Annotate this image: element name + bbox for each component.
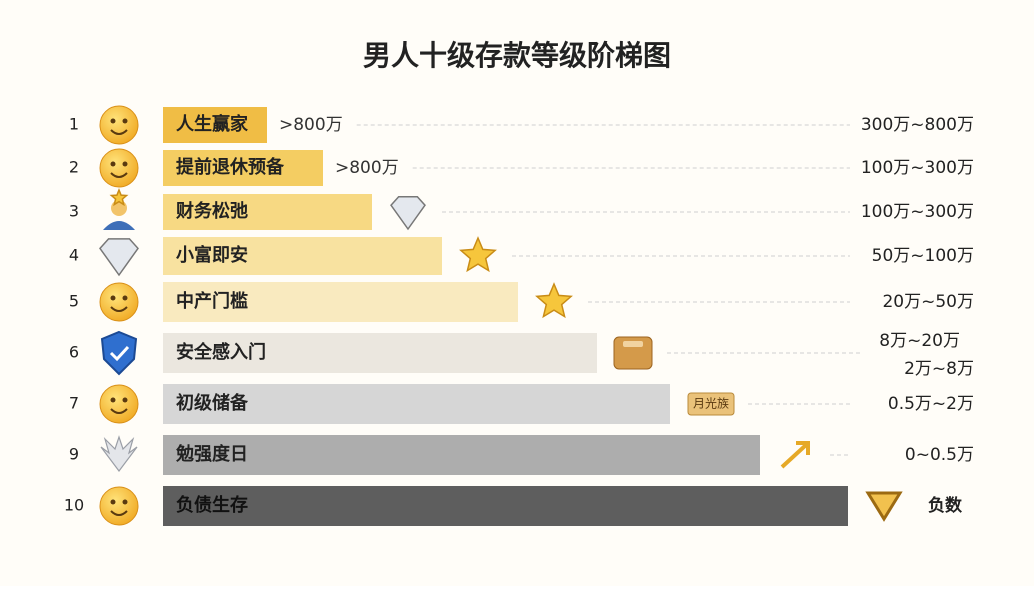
range: 8万~20万 [879,331,960,351]
rank: 7 [69,394,79,413]
title: 男人十级存款等级阶梯图 [363,39,671,72]
eye [110,161,116,167]
emoji-face [99,282,139,322]
level-bar [163,333,597,373]
range: 100万~300万 [861,158,974,178]
range: 0~0.5万 [905,445,974,465]
level-label: 中产门槛 [176,290,248,312]
ladder-row: 1 人生赢家 >800万 300万~800万 [69,105,974,145]
mouth [110,510,128,516]
range: 50万~100万 [872,246,974,266]
down-triangle [865,491,903,522]
eye [110,295,116,301]
mouth [110,306,128,312]
level-label: 初级储备 [176,392,249,414]
emoji-face [99,148,139,188]
rank: 9 [69,445,79,464]
eye [122,499,128,505]
eye [122,295,128,301]
level-label: 勉强度日 [175,443,248,465]
ladder-row: 7 初级储备 月光族 0.5万~2万 [69,384,974,424]
eye [122,397,128,403]
rank: 6 [69,343,79,362]
diamond-icon [390,195,426,231]
note: >800万 [335,158,399,178]
rank: 2 [69,158,79,177]
rank: 1 [69,115,79,134]
star-icon [109,188,129,207]
ladder-row: 5 中产门槛 20万~50万 [69,282,974,322]
emoji-face [99,105,139,145]
rank: 4 [69,246,79,265]
arrow-icon [780,441,810,469]
wings-icon [100,435,138,472]
eye [122,161,128,167]
rank: 3 [69,202,79,221]
mouth [110,172,128,178]
ladder-row: 6 安全感入门 8万~20万 2万~8万 [69,330,974,379]
range: 0.5万~2万 [888,394,974,414]
level-bar [163,486,848,526]
star-icon [535,282,573,319]
level-bar [163,237,442,275]
shield-icon [100,330,138,376]
check-mark [109,345,130,362]
eye [110,397,116,403]
mouth [110,129,128,135]
level-bar [163,107,267,143]
range: 负数 [928,495,963,516]
range: 2万~8万 [904,359,974,379]
level-bar [163,150,323,186]
tag-box [687,392,735,416]
level-bar [163,384,670,424]
level-label: 安全感入门 [176,341,266,363]
level-label: 财务松弛 [176,200,248,222]
ladder-row: 2 提前退休预备 >800万 100万~300万 [69,148,974,188]
emoji-face [99,384,139,424]
ladder-row: 9 勉强度日 0~0.5万 [69,435,974,475]
rows: 1 人生赢家 >800万 300万~800万 2 提前退休预备 >800万 100万~300万… [64,105,974,526]
ladder-row: 10 负债生存 负数 [64,486,963,526]
rank: 10 [64,496,84,515]
level-label: 负债生存 [176,494,248,516]
mouth [110,408,128,414]
person-body [103,221,135,230]
level-bar [163,194,372,230]
tag: 月光族 [693,397,729,411]
range: 300万~800万 [861,115,974,135]
rank: 5 [69,292,79,311]
ladder-row: 3 财务松弛 100万~300万 [69,188,974,231]
diamond-icon [99,238,139,277]
level-bar [163,282,518,322]
ladder-row: 4 小富即安 50万~100万 [69,236,974,277]
bag-flap [623,341,643,347]
note: >800万 [279,115,343,135]
star-icon [459,236,497,273]
range: 20万~50万 [882,292,974,312]
emoji-face [99,486,139,526]
level-label: 提前退休预备 [176,156,285,178]
level-label: 小富即安 [176,244,248,266]
eye [110,499,116,505]
eye [122,118,128,124]
level-label: 人生赢家 [176,113,249,135]
level-bar [163,435,760,475]
range: 100万~300万 [861,202,974,222]
eye [110,118,116,124]
